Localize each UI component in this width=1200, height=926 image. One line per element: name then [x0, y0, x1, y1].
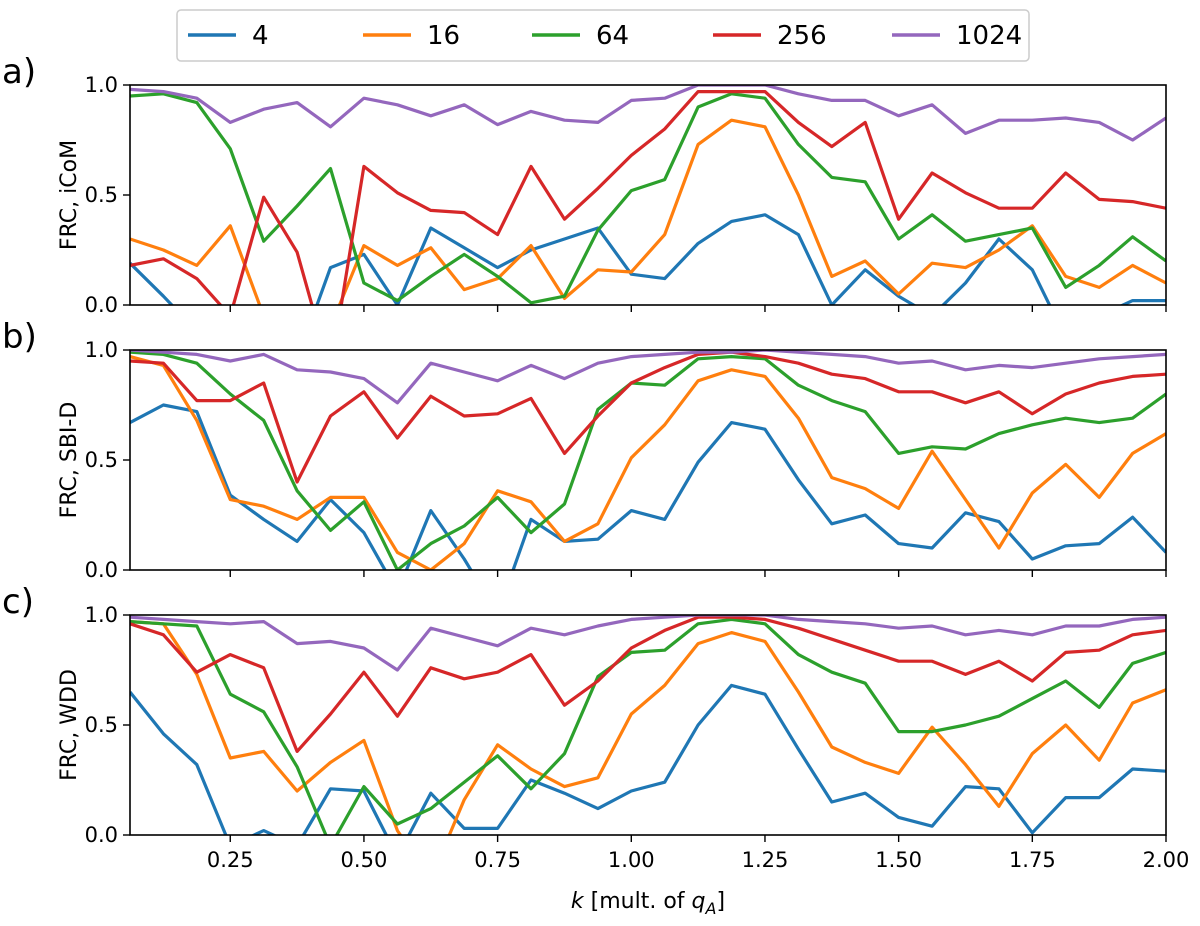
y-axis-label: FRC, SBI-D	[57, 402, 82, 519]
y-tick-label: 0.0	[85, 558, 118, 582]
panel-b: b) FRC, SBI-D 0.0 0.5 1.0	[2, 317, 1167, 582]
x-tick-label: 0.25	[207, 848, 254, 872]
series-line-1024	[130, 615, 1166, 672]
series-line-256	[130, 615, 1166, 754]
series-line-16	[130, 118, 1166, 305]
panel-a: a) FRC, iCoM 0.0 0.5 1.0	[2, 52, 1167, 317]
y-axis-label: FRC, iCoM	[57, 140, 82, 250]
y-tick-label: 0.5	[85, 183, 118, 207]
x-axis-label-q: q	[692, 889, 706, 914]
legend-frame	[176, 9, 1030, 62]
series-line-256	[130, 89, 1166, 305]
series-group	[130, 350, 1166, 570]
series-line-64	[130, 92, 1166, 305]
legend-entry-16: 16	[363, 21, 460, 51]
legend-label: 4	[252, 21, 269, 51]
x-tick-label: 1.50	[875, 848, 922, 872]
series-line-4	[130, 213, 1166, 305]
x-axis-label-close: ]	[716, 889, 725, 914]
plot-frame	[129, 84, 1167, 306]
series-line-1024	[130, 85, 1166, 142]
series-line-64	[130, 617, 1166, 835]
y-tick-label: 1.0	[85, 338, 118, 362]
x-axis-label-subscript: A	[705, 899, 717, 918]
panel-c: c) FRC, WDD 0.0 0.5 1.0 0.25 0.50 0.75 1.00 1.25 1…	[2, 582, 1190, 872]
x-axis-label-mid: [mult. of	[584, 889, 692, 914]
x-axis-label: k [mult. of qA]	[571, 889, 725, 918]
y-tick-label: 0.0	[85, 293, 118, 317]
series-line-16	[130, 355, 1166, 570]
x-tick-label: 1.25	[742, 848, 789, 872]
x-tick-label: 0.75	[474, 848, 521, 872]
legend-label: 1024	[956, 21, 1022, 51]
panel-label: a)	[2, 52, 36, 92]
series-line-4	[130, 403, 1166, 570]
x-axis-label-k: k	[571, 889, 585, 914]
x-tick-label: 0.50	[341, 848, 388, 872]
legend-entry-64: 64	[532, 21, 629, 51]
series-group	[130, 85, 1166, 305]
series-line-64	[130, 350, 1166, 570]
x-tick-label: 1.75	[1009, 848, 1056, 872]
x-tick-label: 1.00	[608, 848, 655, 872]
series-line-16	[130, 620, 1166, 835]
y-tick-label: 0.0	[85, 823, 118, 847]
legend-entry-4: 4	[188, 21, 269, 51]
legend-entry-256: 256	[713, 21, 827, 51]
y-axis-label: FRC, WDD	[57, 669, 82, 781]
legend-label: 16	[427, 21, 460, 51]
panel-label: c)	[2, 582, 34, 622]
legend: 4 16 64 256 1024	[176, 9, 1030, 62]
legend-label: 256	[777, 21, 827, 51]
y-tick-label: 0.5	[85, 448, 118, 472]
series-line-4	[130, 683, 1166, 835]
y-tick-label: 0.5	[85, 713, 118, 737]
panel-label: b)	[2, 317, 37, 357]
y-tick-label: 1.0	[85, 73, 118, 97]
legend-label: 64	[596, 21, 629, 51]
series-group	[130, 615, 1166, 835]
series-line-256	[130, 350, 1166, 484]
y-tick-label: 1.0	[85, 603, 118, 627]
legend-entry-1024: 1024	[892, 21, 1022, 51]
series-line-1024	[130, 350, 1166, 405]
x-tick-label: 2.00	[1143, 848, 1190, 872]
